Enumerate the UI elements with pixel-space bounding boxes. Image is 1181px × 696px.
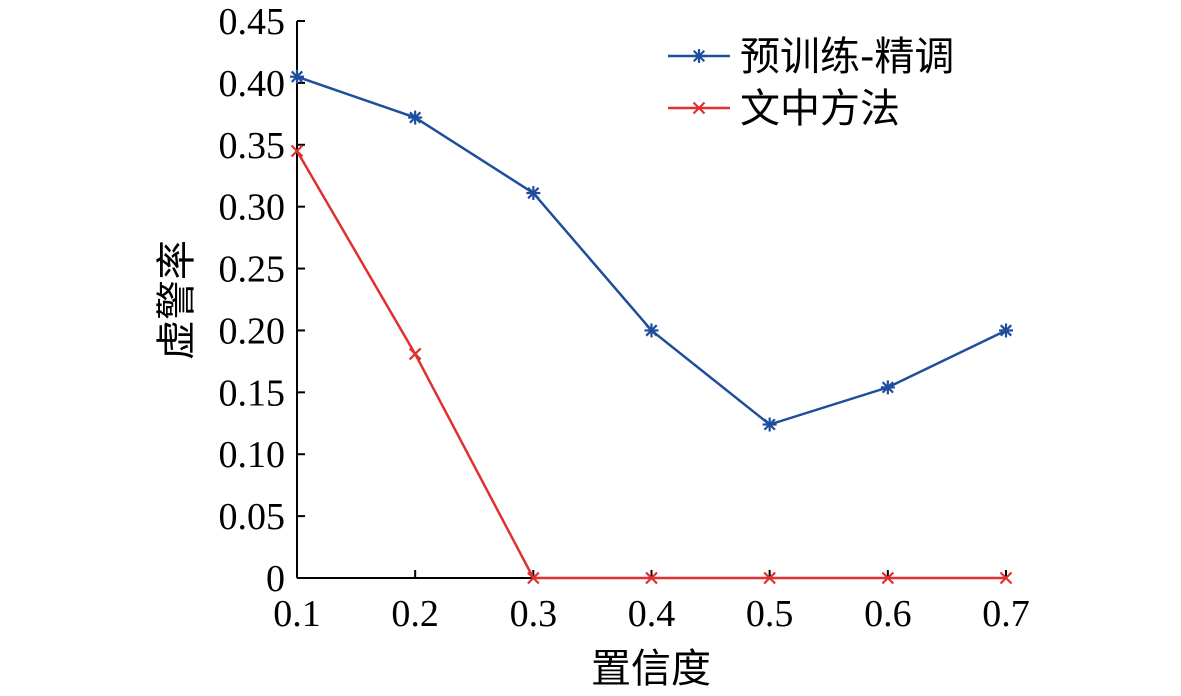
y-tick-label: 0.40: [219, 63, 286, 105]
x-tick-label: 0.3: [510, 593, 558, 635]
series-layer: [290, 69, 1013, 585]
data-point: [644, 323, 659, 338]
data-point: [763, 571, 776, 585]
x-axis-title: 置信度: [591, 646, 711, 692]
y-tick-label: 0: [266, 558, 285, 600]
x-tick-label: 0.2: [391, 593, 439, 635]
series-2: [290, 144, 1013, 585]
data-point: [408, 347, 422, 361]
y-tick-label: 0.20: [219, 310, 286, 352]
x-tick-label: 0.7: [982, 593, 1030, 635]
y-tick-label: 0.10: [219, 434, 286, 476]
y-tick-label: 0.25: [219, 249, 286, 291]
y-tick-label: 0.15: [219, 372, 286, 414]
legend-label: 预训练-精调: [740, 34, 954, 80]
x-ticks: 0.1 0.2 0.3 0.4 0.5 0.6 0.7: [273, 570, 1030, 635]
data-point: [880, 380, 895, 395]
data-point: [408, 110, 423, 125]
y-tick-label: 0.30: [219, 187, 286, 229]
data-point: [526, 186, 541, 201]
data-point: [881, 571, 895, 585]
legend-marker: [692, 101, 706, 115]
y-ticks: 0 0.05 0.10 0.15 0.20 0.25 0.30 0.35 0.40 0.45: [219, 1, 305, 600]
y-tick-label: 0.05: [219, 496, 286, 538]
y-axis-title: 虚警率: [154, 240, 200, 360]
series-1: [290, 69, 1013, 432]
x-tick-label: 0.6: [864, 593, 912, 635]
series-line: [295, 150, 1006, 580]
legend-marker: [692, 49, 706, 63]
legend-item: 预训练-精调: [668, 34, 954, 80]
data-point: [290, 144, 304, 158]
legend-item: 文中方法: [668, 86, 900, 132]
x-tick-label: 0.4: [628, 593, 676, 635]
data-point: [645, 571, 658, 585]
data-point: [290, 69, 304, 84]
legend-label: 文中方法: [740, 86, 900, 132]
data-point: [999, 571, 1013, 585]
x-tick-label: 0.1: [273, 593, 321, 635]
data-point: [762, 417, 777, 432]
y-tick-label: 0.35: [219, 125, 286, 167]
x-tick-label: 0.5: [746, 593, 794, 635]
data-point: [999, 323, 1013, 338]
data-point: [527, 571, 540, 585]
y-tick-label: 0.45: [219, 1, 286, 43]
